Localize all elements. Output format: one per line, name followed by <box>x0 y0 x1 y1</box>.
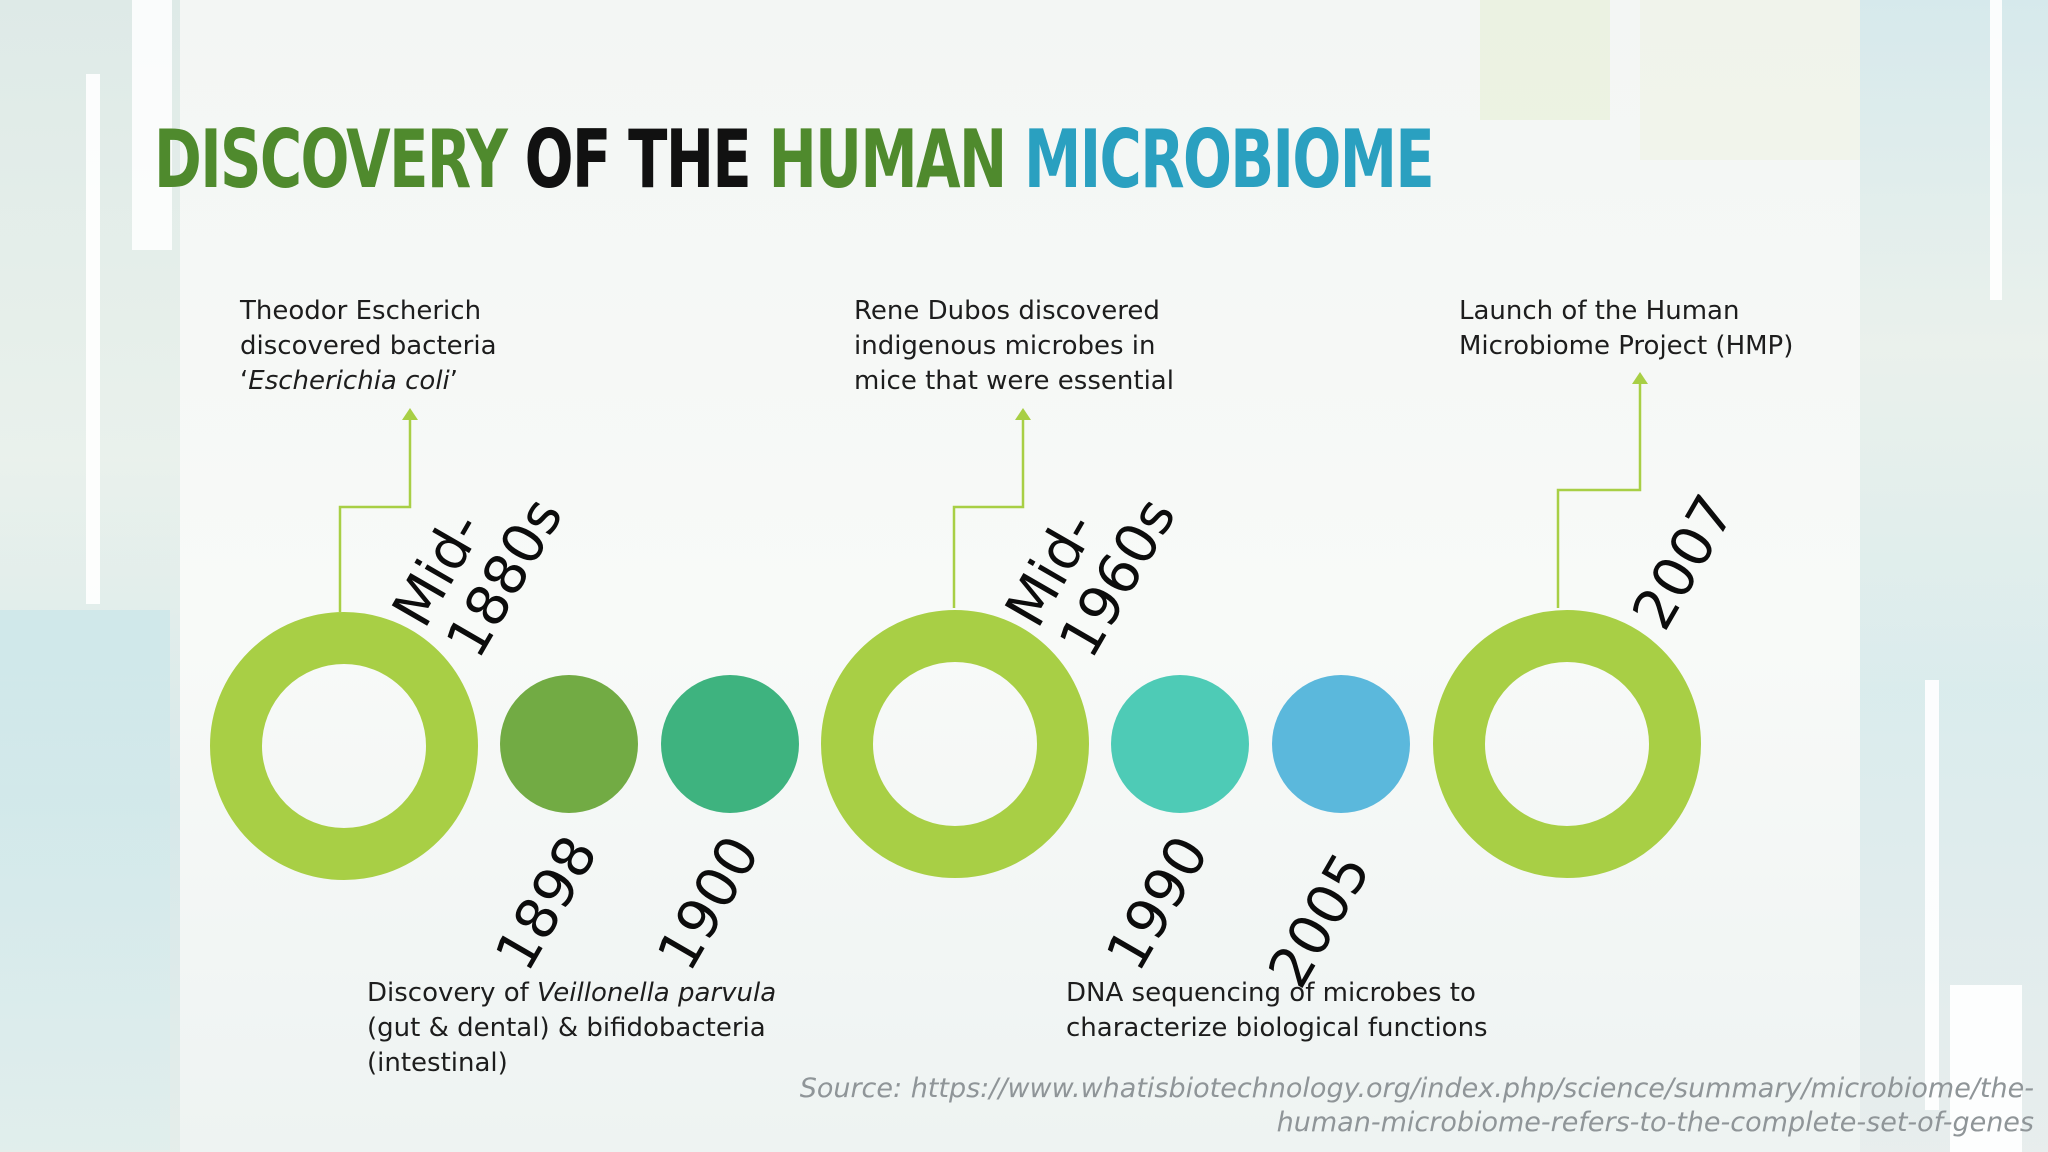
title-word: OF THE <box>506 113 769 206</box>
desc-line: ‘Escherichia coli’ <box>240 364 497 399</box>
bg-block <box>86 74 100 604</box>
milestone-ring <box>1433 610 1701 878</box>
desc-line: characterize biological functions <box>1066 1013 1488 1043</box>
bg-block <box>1640 0 1860 160</box>
connector-line <box>952 420 1025 608</box>
connector-line <box>1556 384 1642 608</box>
milestone-description: Rene Dubos discovered indigenous microbe… <box>854 294 1174 399</box>
desc-line: Rene Dubos discovered <box>854 296 1160 326</box>
desc-line: Launch of the Human <box>1459 296 1740 326</box>
title-word: MICROBIOME <box>1024 113 1435 206</box>
desc-text: ’ <box>449 366 459 396</box>
desc-line: mice that were essential <box>854 366 1174 396</box>
title-word: DISCOVERY <box>154 113 508 206</box>
title-word: HUMAN <box>768 113 1025 206</box>
connector-arrow <box>1632 372 1648 384</box>
bg-block <box>132 0 172 250</box>
connector-line <box>338 420 412 612</box>
desc-line: DNA sequencing of microbes to <box>1066 978 1476 1008</box>
bg-block <box>0 610 170 1150</box>
desc-line: (gut & dental) & bifidobacteria <box>367 1013 766 1043</box>
milestone-description: Theodor Escherich discovered bacteria ‘E… <box>240 294 497 399</box>
desc-line: Microbiome Project (HMP) <box>1459 331 1794 361</box>
milestone-dot <box>661 675 799 813</box>
desc-line: (intestinal) <box>367 1048 508 1078</box>
milestone-dot <box>1272 675 1410 813</box>
bg-block <box>1950 985 2022 1152</box>
milestone-description: DNA sequencing of microbes to characteri… <box>1066 976 1488 1046</box>
bg-block <box>1480 0 1610 120</box>
source-line: Source: https://www.whatisbiotechnology.… <box>799 1073 2034 1104</box>
desc-text: ‘ <box>240 366 249 396</box>
milestone-ring <box>821 610 1089 878</box>
bg-block <box>1860 0 2048 1152</box>
milestone-description: Launch of the Human Microbiome Project (… <box>1459 294 1793 364</box>
source-line: human-microbiome-refers-to-the-complete-… <box>1276 1107 2034 1138</box>
connector-arrow <box>1015 408 1031 420</box>
desc-line: indigenous microbes in <box>854 331 1156 361</box>
connector-arrow <box>402 408 418 420</box>
page-title: DISCOVERY OF THE HUMAN MICROBIOME <box>154 120 1435 200</box>
desc-line: discovered bacteria <box>240 331 497 361</box>
desc-species: Escherichia coli <box>248 366 450 396</box>
milestone-dot <box>500 675 638 813</box>
source-citation: Source: https://www.whatisbiotechnology.… <box>634 1072 2034 1140</box>
desc-line: Discovery of Veillonella parvula <box>367 976 776 1011</box>
bg-block <box>1990 0 2002 300</box>
milestone-ring <box>210 612 478 880</box>
desc-line: Theodor Escherich <box>240 296 482 326</box>
desc-species: Veillonella parvula <box>537 978 777 1008</box>
milestone-description: Discovery of Veillonella parvula (gut & … <box>367 976 776 1081</box>
milestone-dot <box>1111 675 1249 813</box>
desc-text: Discovery of <box>367 978 538 1008</box>
bg-block <box>1925 680 1939 1110</box>
